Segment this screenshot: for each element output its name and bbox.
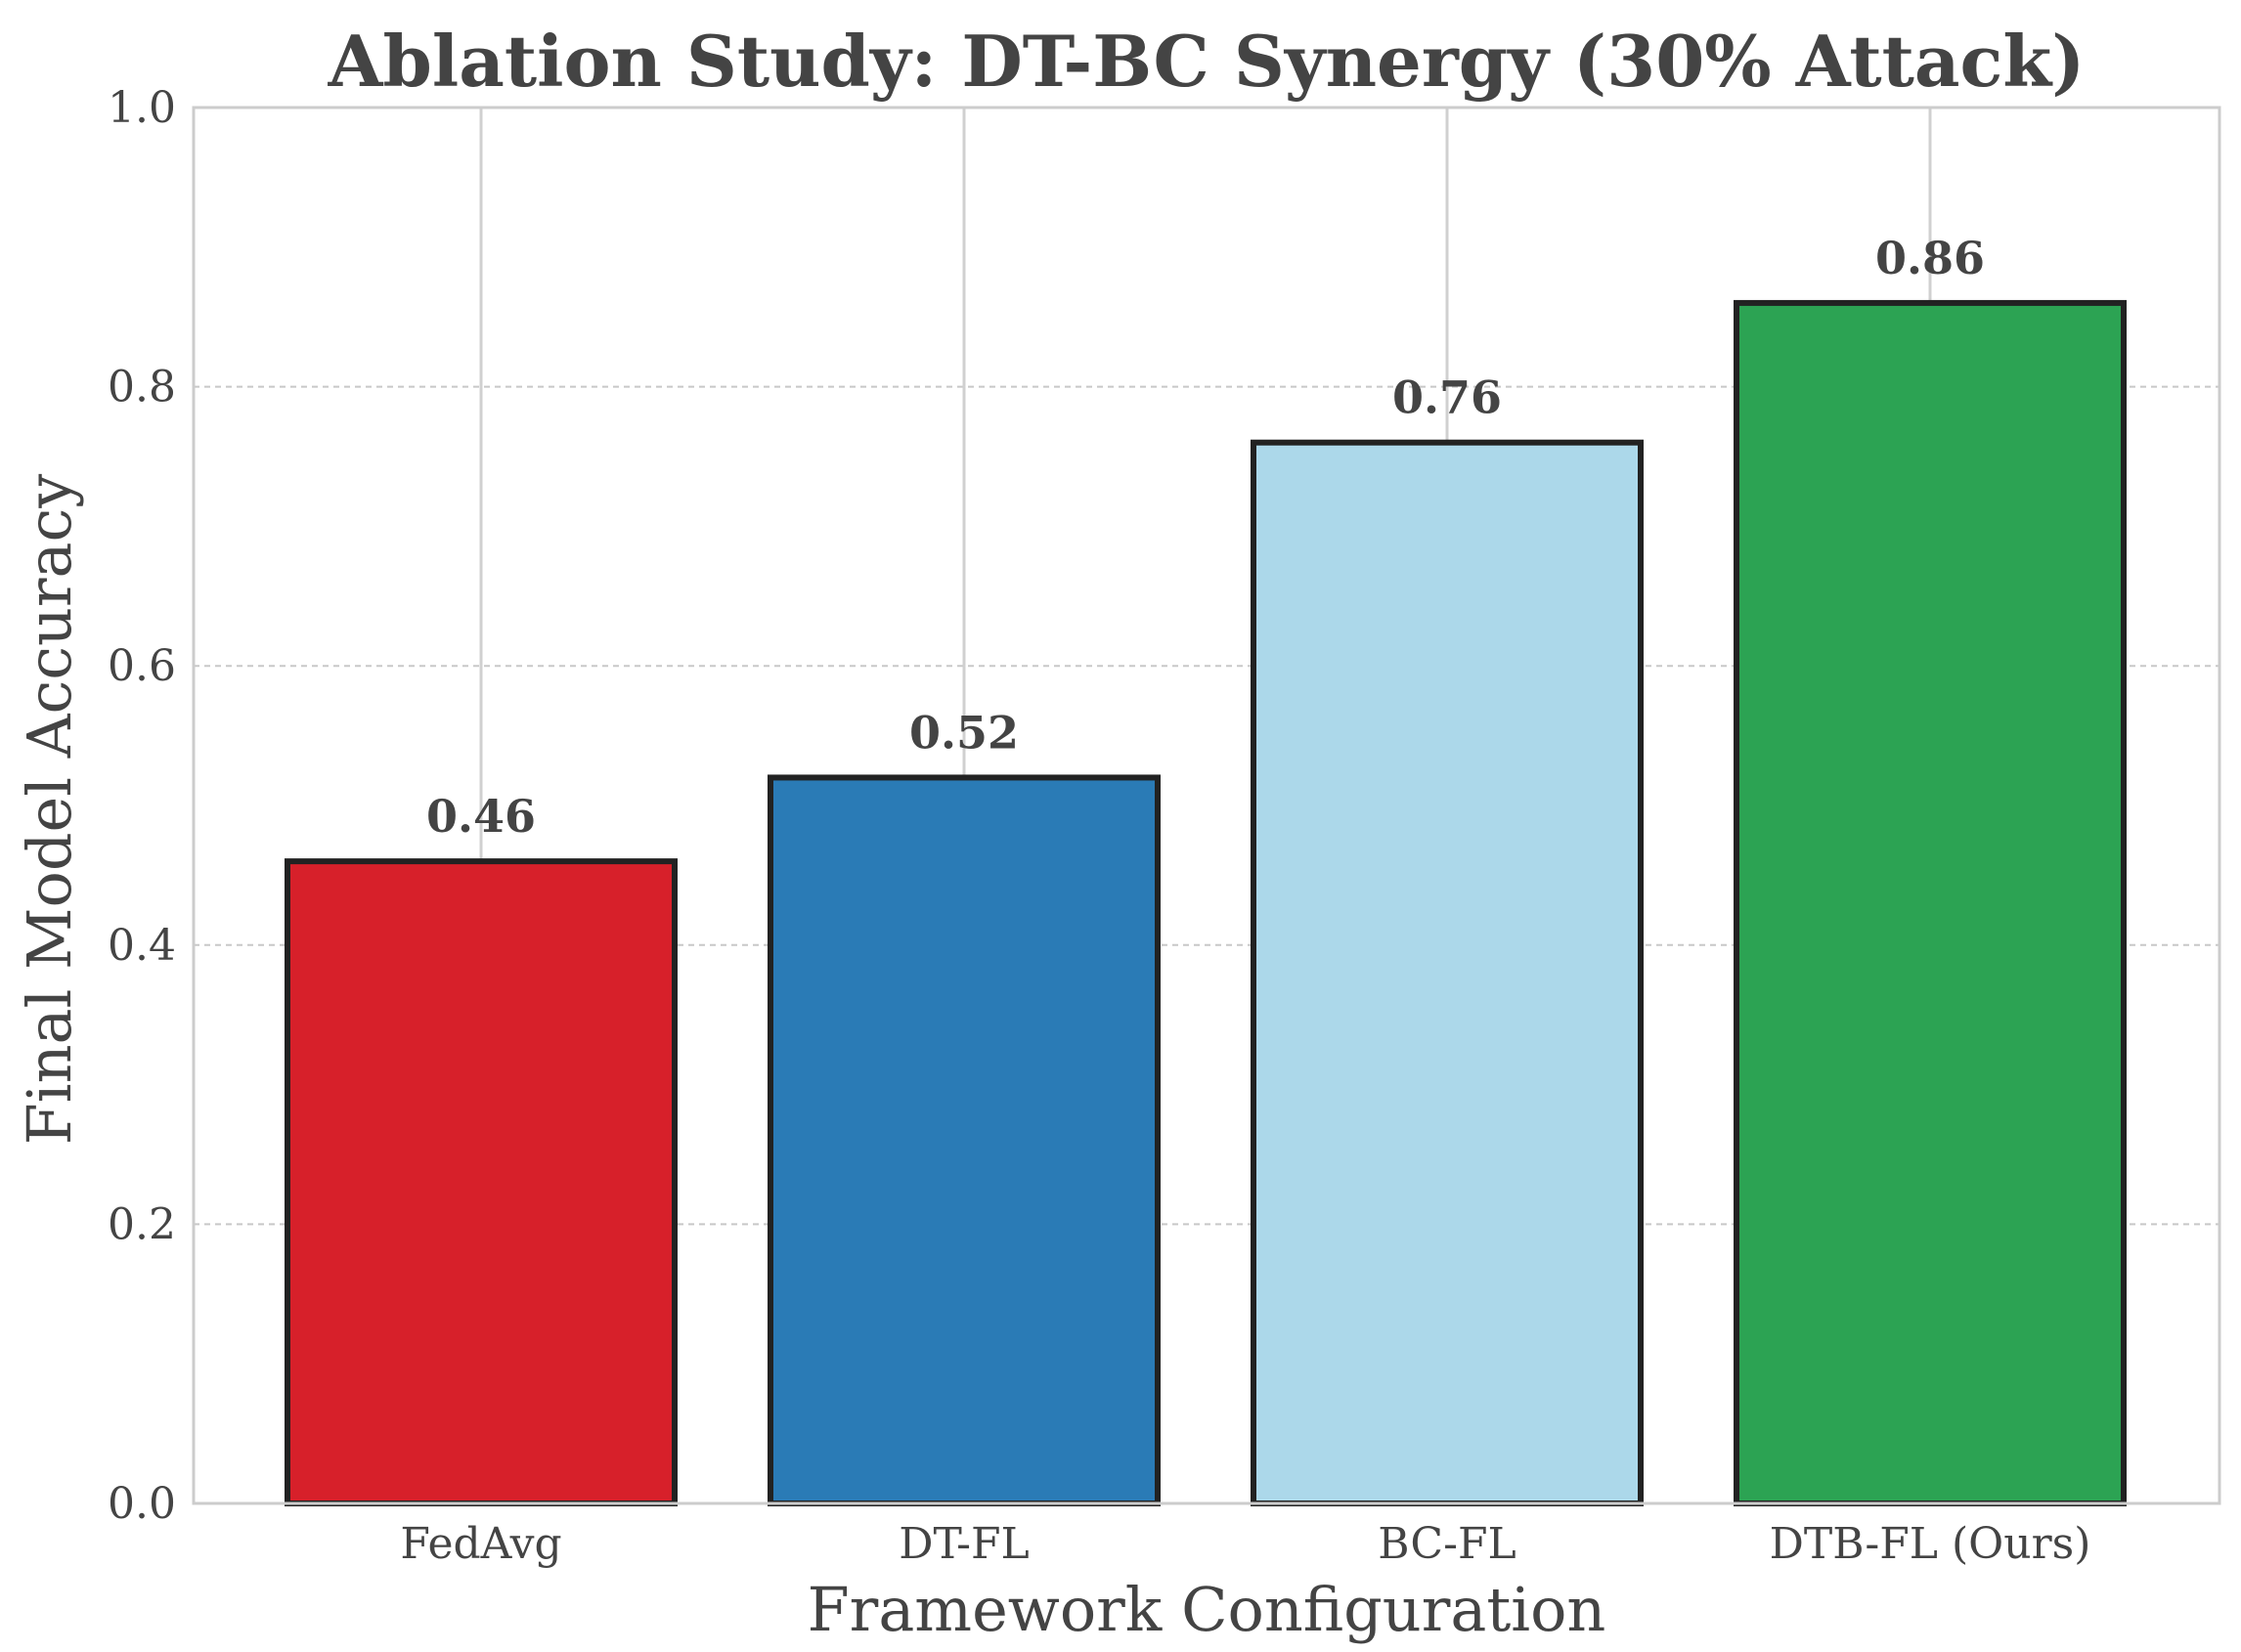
bar-value-label: 0.76 <box>1392 371 1502 424</box>
bars-layer <box>285 299 2127 1507</box>
y-tick-label: 0.6 <box>108 641 176 691</box>
y-tick-label: 0.0 <box>108 1479 176 1529</box>
x-tick-label: DT-FL <box>899 1519 1030 1569</box>
x-axis-label: Framework Configuration <box>808 1574 1606 1645</box>
x-tick-label: FedAvg <box>400 1519 561 1569</box>
y-tick-label: 0.2 <box>108 1199 176 1249</box>
labels-layer: 0.0 0.2 0.4 0.6 0.8 1.0 0.46 FedAvg 0.52 DT-FL 0.7… <box>108 83 2090 1569</box>
bar-dt-fl <box>768 774 1161 1506</box>
y-axis-label: Final Model Accuracy <box>14 474 85 1146</box>
bar-bc-fl <box>1251 439 1644 1507</box>
y-tick-label: 0.8 <box>108 363 176 413</box>
x-tick-label: DTB-FL (Ours) <box>1770 1519 2091 1569</box>
bar-value-label: 0.52 <box>909 706 1019 759</box>
plot-frame <box>192 106 2221 1505</box>
x-tick-label: BC-FL <box>1378 1519 1516 1569</box>
bar-value-label: 0.86 <box>1875 232 1985 284</box>
bar-value-label: 0.46 <box>426 790 536 843</box>
chart-title: Ablation Study: DT-BC Synergy (30% Attac… <box>328 20 2086 103</box>
bar-fedavg <box>285 858 678 1506</box>
bar-dtb-fl-ours <box>1734 299 2127 1506</box>
y-tick-label: 0.4 <box>108 921 176 971</box>
y-tick-label: 1.0 <box>108 83 176 133</box>
